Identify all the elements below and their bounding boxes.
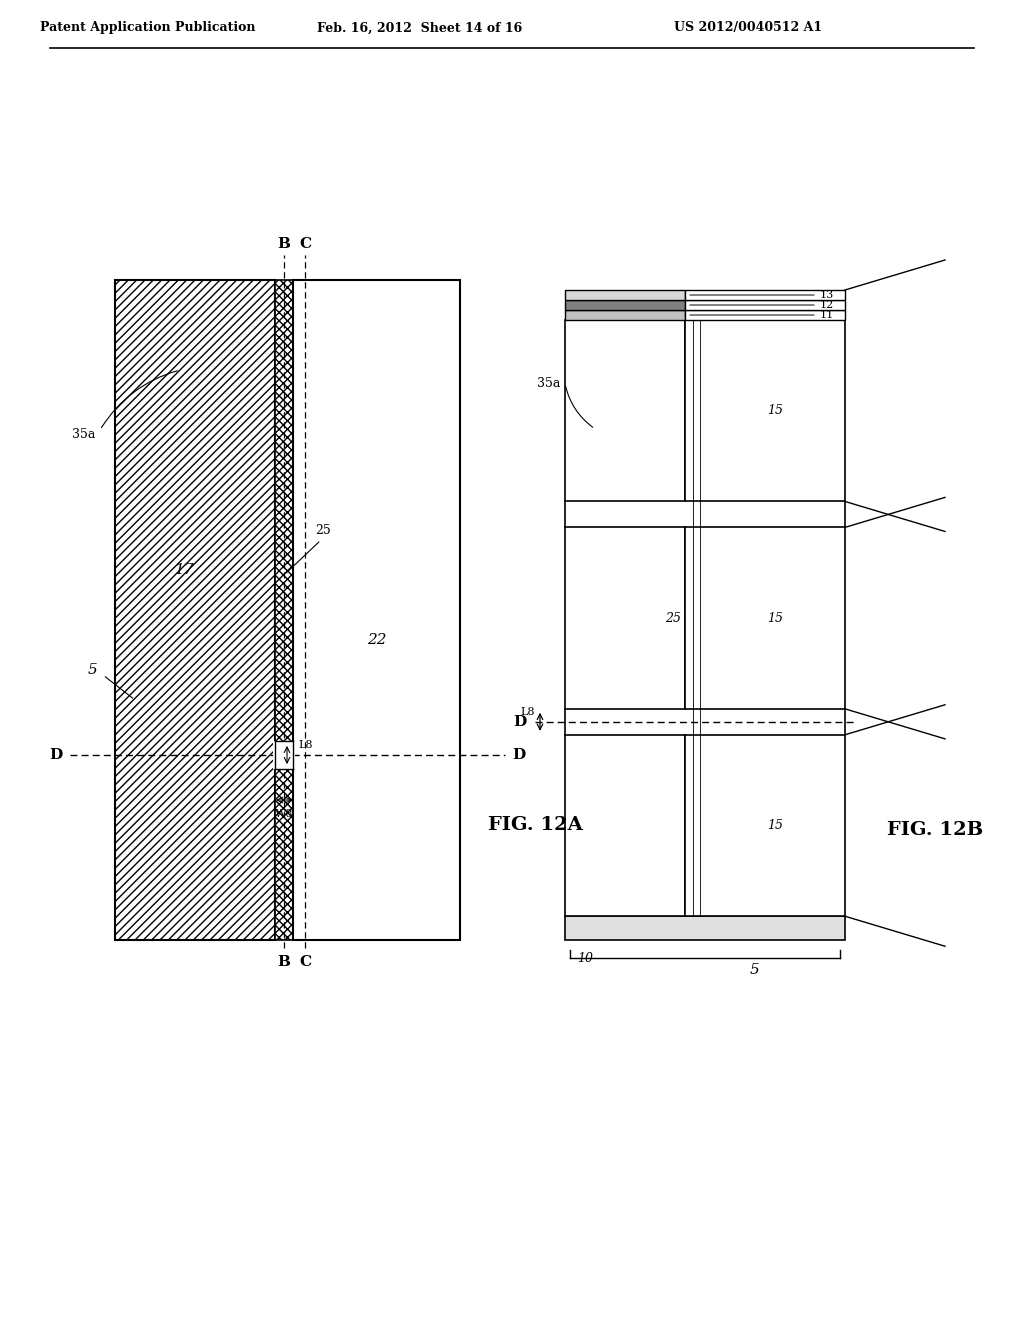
Bar — [685, 528, 845, 709]
Bar — [565, 290, 685, 300]
Text: 10: 10 — [577, 952, 593, 965]
Text: D: D — [512, 748, 525, 762]
Text: D: D — [514, 715, 527, 729]
Bar — [685, 319, 845, 502]
Text: FIG. 12B: FIG. 12B — [887, 821, 983, 840]
Text: L8: L8 — [520, 706, 535, 717]
Text: 15: 15 — [767, 818, 783, 832]
Bar — [273, 741, 295, 770]
Text: 17: 17 — [175, 564, 195, 577]
Text: L8: L8 — [298, 741, 312, 750]
Text: 25: 25 — [315, 524, 331, 536]
Bar — [565, 916, 845, 940]
Text: W8: W8 — [274, 809, 293, 818]
Text: Patent Application Publication: Patent Application Publication — [40, 21, 256, 34]
Text: 12: 12 — [820, 300, 835, 310]
Text: 13: 13 — [820, 290, 835, 300]
Bar — [685, 290, 845, 300]
Bar — [565, 735, 685, 916]
Text: 25: 25 — [665, 611, 681, 624]
Bar — [115, 280, 275, 940]
Bar — [565, 310, 685, 319]
Text: 5: 5 — [87, 663, 97, 677]
Bar — [565, 528, 685, 709]
Text: B: B — [278, 954, 291, 969]
Text: 5: 5 — [751, 964, 760, 977]
Text: Feb. 16, 2012  Sheet 14 of 16: Feb. 16, 2012 Sheet 14 of 16 — [317, 21, 522, 34]
Bar — [685, 300, 845, 310]
Text: 35a: 35a — [537, 378, 560, 389]
Text: 11: 11 — [820, 310, 835, 319]
Text: 35a: 35a — [72, 429, 95, 441]
Bar — [565, 319, 685, 502]
Text: 15: 15 — [767, 611, 783, 624]
Bar — [293, 280, 460, 940]
Bar — [685, 310, 845, 319]
Text: US 2012/0040512 A1: US 2012/0040512 A1 — [674, 21, 822, 34]
Text: C: C — [299, 238, 311, 251]
Text: B: B — [278, 238, 291, 251]
Text: 22: 22 — [367, 634, 386, 647]
Text: 15: 15 — [767, 404, 783, 417]
Text: FIG. 12A: FIG. 12A — [487, 816, 583, 834]
Text: D: D — [50, 748, 63, 762]
Bar — [565, 300, 685, 310]
Text: C: C — [299, 954, 311, 969]
Bar — [275, 280, 293, 940]
Bar — [685, 735, 845, 916]
